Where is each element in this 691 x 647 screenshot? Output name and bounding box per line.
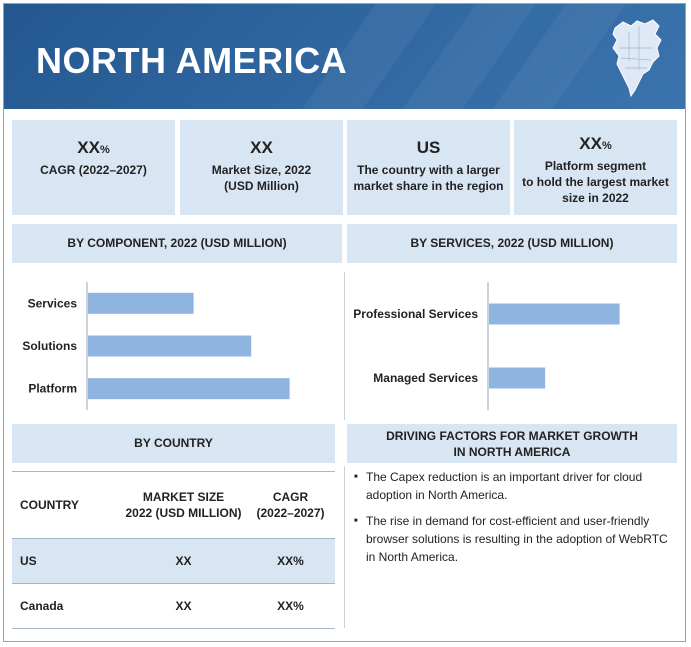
infographic-frame [3, 3, 686, 642]
north-america-map-icon [612, 19, 662, 98]
component-bar-chart: Services Solutions Platform [22, 282, 290, 410]
stat-label: Market Size, 2022 (USD Million) [211, 163, 312, 193]
list-item: The Capex reduction is an important driv… [352, 468, 677, 504]
country-table: COUNTRY MARKET SIZE 2022 (USD MILLION) CA… [12, 471, 335, 629]
country-cell: Canada [12, 583, 121, 629]
services-chart-title: BY SERVICES, 2022 (USD MILLION) [347, 224, 677, 263]
table-row: Canada XX XX% [12, 583, 335, 629]
cagr-cell: XX% [246, 583, 335, 629]
stat-value: XX% [77, 138, 110, 157]
component-chart-title: BY COMPONENT, 2022 (USD MILLION) [12, 224, 342, 263]
category-label: Professional Services [353, 307, 478, 321]
market-size-cell: XX [121, 583, 246, 629]
bar [88, 292, 194, 314]
market-size-cell: XX [121, 538, 246, 584]
category-label: Services [28, 296, 78, 310]
stat-label: The country with a larger market share in… [353, 163, 504, 193]
section-divider [344, 466, 345, 628]
bar [489, 303, 620, 325]
banner-title: NORTH AMERICA [36, 40, 348, 81]
stat-label: CAGR (2022–2027) [40, 163, 147, 177]
country-cell: US [12, 538, 121, 584]
country-section-title: BY COUNTRY [12, 424, 335, 463]
driving-factors-title: DRIVING FACTORS FOR MARKET GROWTH IN NORT… [347, 424, 677, 463]
bar [88, 335, 252, 357]
table-row: US XX XX% [12, 538, 335, 584]
stat-card-country: US The country with a larger market share… [347, 120, 510, 215]
services-bar-chart: Professional Services Managed Services [353, 282, 620, 410]
category-label: Solutions [22, 339, 77, 353]
stat-card-market-size: XX Market Size, 2022 (USD Million) [180, 120, 343, 215]
category-label: Managed Services [373, 371, 478, 385]
column-header-market-size: MARKET SIZE 2022 (USD MILLION) [121, 471, 246, 539]
stat-label: Platform segment to hold the largest mark… [522, 159, 669, 205]
table-header-row: COUNTRY MARKET SIZE 2022 (USD MILLION) CA… [12, 471, 335, 539]
bar [88, 378, 290, 400]
category-label: Platform [28, 382, 77, 396]
column-header-cagr: CAGR (2022–2027) [246, 471, 335, 539]
stat-value: XX [250, 138, 273, 157]
column-header-country: COUNTRY [12, 471, 121, 539]
banner: NORTH AMERICA [4, 4, 685, 109]
cagr-cell: XX% [246, 538, 335, 584]
stat-value: US [416, 138, 441, 157]
stat-value: XX% [579, 134, 612, 153]
stat-card-platform: XX% Platform segment to hold the largest … [514, 120, 677, 215]
driving-factors-list: The Capex reduction is an important driv… [352, 468, 677, 574]
list-item: The rise in demand for cost-efficient an… [352, 512, 677, 566]
section-divider [344, 272, 345, 420]
bar [489, 367, 546, 389]
stat-card-cagr: XX% CAGR (2022–2027) [12, 120, 175, 215]
